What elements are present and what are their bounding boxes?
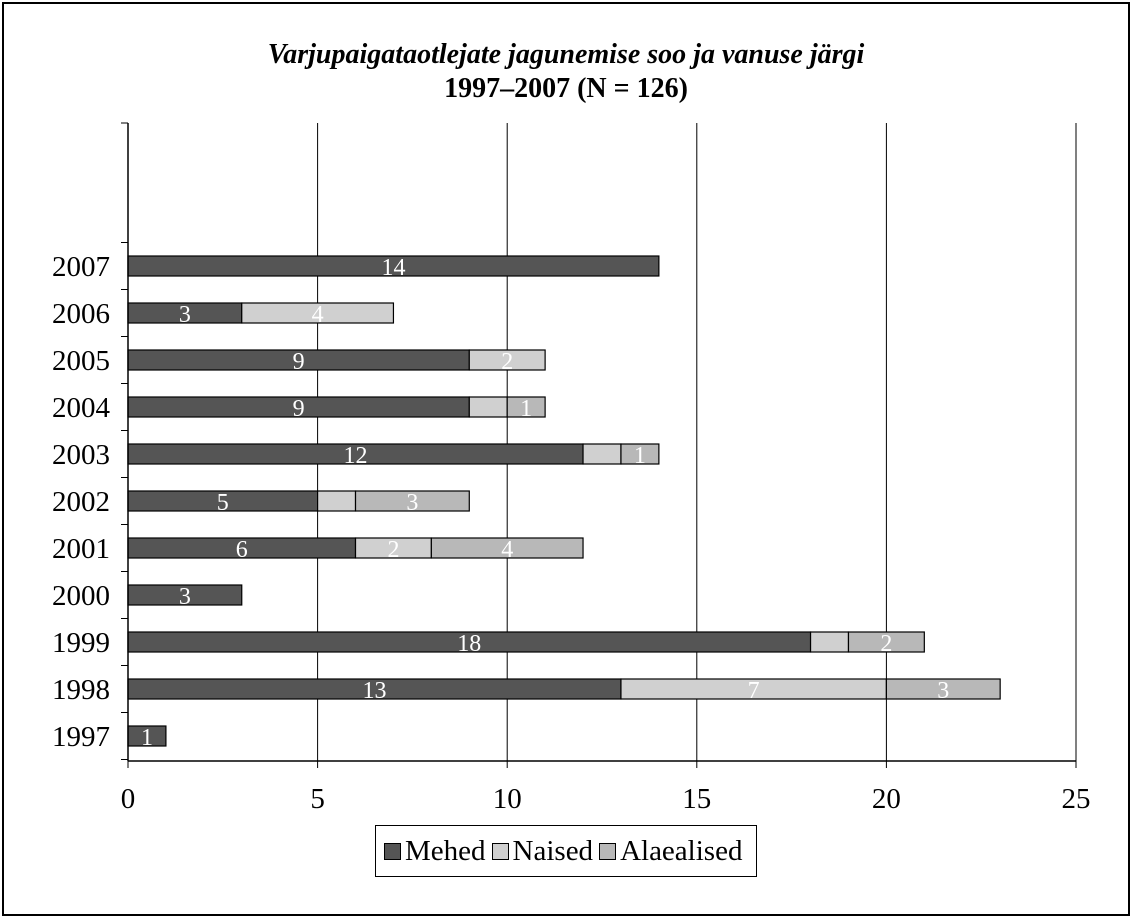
data-label-mehed-1997: 1 — [141, 725, 153, 751]
y-tick-label-2002: 2002 — [52, 486, 110, 518]
y-tick-label-1999: 1999 — [52, 627, 110, 659]
data-label-naised-2001: 2 — [387, 537, 399, 563]
legend-label-naised: Naised — [512, 834, 594, 867]
axes: 0 5 10 15 20 25199719981999200020012002200320… — [52, 122, 1091, 815]
x-tick-label-5: 5 — [310, 783, 325, 815]
y-tick-label-2004: 2004 — [52, 392, 111, 424]
bar-alaealised-1999 — [847, 631, 925, 653]
data-label-alaealised-2001: 4 — [501, 537, 513, 563]
bar-alaealised-2001 — [430, 537, 584, 559]
data-label-mehed-1998: 13 — [362, 678, 386, 704]
legend-label-alaealised: Alaealised — [620, 834, 743, 867]
chart-legend: Mehed Naised Alaealised — [375, 825, 758, 877]
bar-alaealised-2002 — [354, 490, 470, 512]
data-label-mehed-2003: 12 — [344, 443, 368, 469]
bars: 113 7 318 236 2 45 312 19 19 23 414 — [127, 255, 1001, 751]
data-label-naised-2006: 4 — [312, 302, 324, 328]
chart-subtitle: 1997–2007 (N = 126) — [444, 73, 688, 104]
chart-title: Varjupaigataotlejate jagunemise soo ja v… — [267, 39, 865, 70]
bar-naised-2006 — [241, 302, 395, 324]
legend-item-alaealised: Alaealised — [599, 835, 742, 868]
legend-label-mehed: Mehed — [405, 834, 486, 867]
y-tick-label-2000: 2000 — [52, 580, 110, 612]
data-label-mehed-2001: 6 — [236, 537, 248, 563]
y-tick-label-1998: 1998 — [52, 674, 110, 706]
data-label-mehed-2007: 14 — [381, 255, 405, 281]
bar-naised-1999 — [809, 631, 850, 653]
bar-alaealised-2004 — [506, 396, 546, 418]
bar-naised-2005 — [468, 349, 546, 371]
data-label-alaealised-2002: 3 — [406, 490, 418, 516]
bar-naised-2003 — [582, 443, 622, 465]
data-label-naised-1998: 7 — [748, 678, 760, 704]
bar-naised-2002 — [317, 490, 357, 512]
data-label-mehed-2005: 9 — [293, 349, 305, 375]
legend-swatch-alaealised — [599, 842, 617, 860]
bar-alaealised-2003 — [620, 443, 660, 465]
data-label-alaealised-2003: 1 — [634, 443, 646, 469]
data-label-mehed-2006: 3 — [179, 302, 191, 328]
legend-swatch-mehed — [384, 842, 401, 860]
data-label-alaealised-1999: 2 — [880, 631, 892, 657]
x-tick-label-15: 15 — [682, 783, 711, 815]
data-label-mehed-2000: 3 — [179, 584, 191, 610]
data-label-mehed-2002: 5 — [217, 490, 229, 516]
legend-item-naised: Naised — [491, 834, 594, 868]
legend-swatch-naised — [491, 842, 509, 860]
chart-title-block: Varjupaigataotlejate jagunemise soo ja v… — [0, 38, 1132, 106]
legend-item-mehed: Mehed — [384, 835, 486, 868]
y-tick-label-2006: 2006 — [52, 298, 110, 330]
data-label-alaealised-1998: 3 — [937, 678, 949, 704]
data-label-mehed-2004: 9 — [293, 396, 305, 422]
x-tick-label-20: 20 — [872, 783, 901, 815]
y-tick-label-1997: 1997 — [52, 721, 110, 753]
data-label-alaealised-2004: 1 — [520, 396, 532, 422]
bar-alaealised-1998 — [885, 678, 1001, 700]
y-tick-label-2001: 2001 — [52, 533, 110, 565]
y-tick-label-2005: 2005 — [52, 345, 110, 377]
x-tick-label-25: 25 — [1062, 783, 1091, 815]
data-label-mehed-1999: 18 — [457, 631, 481, 657]
y-tick-label-2007: 2007 — [52, 251, 110, 283]
y-tick-label-2003: 2003 — [52, 439, 110, 471]
bar-naised-2004 — [468, 396, 508, 418]
x-tick-label-10: 10 — [493, 783, 522, 815]
data-label-naised-2005: 2 — [501, 349, 513, 375]
x-tick-label-0: 0 — [121, 783, 136, 815]
gridlines — [317, 123, 1077, 761]
